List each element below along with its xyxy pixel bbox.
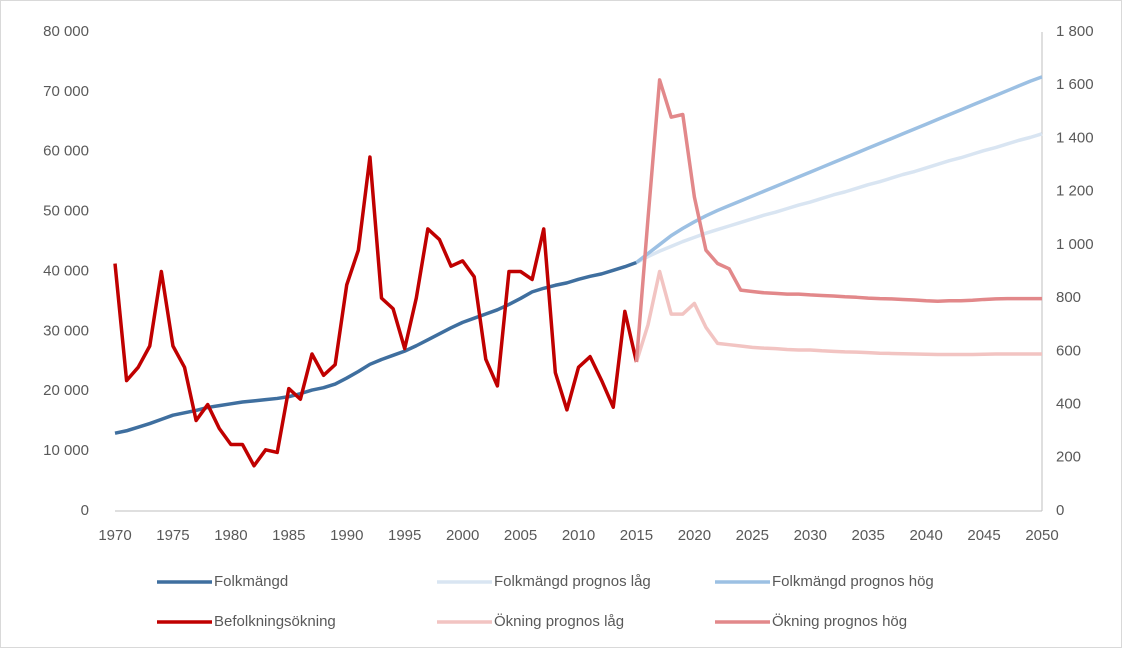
y-tick-label: 10 000 — [43, 442, 89, 459]
x-tick-label: 1975 — [156, 527, 189, 544]
y-tick-label: 30 000 — [43, 322, 89, 339]
x-tick-label: 2035 — [852, 527, 885, 544]
y-tick-label: 40 000 — [43, 262, 89, 279]
x-tick-label: 2000 — [446, 527, 479, 544]
x-tick-label: 1990 — [330, 527, 363, 544]
x-tick-label: 1985 — [272, 527, 305, 544]
legend-label: Befolkningsökning — [214, 613, 336, 630]
x-tick-label: 2010 — [562, 527, 595, 544]
y2-tick-label: 1 000 — [1056, 236, 1094, 253]
legend-label: Folkmängd prognos hög — [772, 573, 934, 590]
y2-tick-label: 0 — [1056, 502, 1064, 519]
series-line — [113, 155, 639, 468]
x-tick-label: 1980 — [214, 527, 247, 544]
x-tick-label: 1995 — [388, 527, 421, 544]
x-tick-label: 2050 — [1025, 527, 1058, 544]
y2-tick-label: 800 — [1056, 289, 1081, 306]
legend-label: Folkmängd — [214, 573, 288, 590]
x-tick-label: 2005 — [504, 527, 537, 544]
y2-tick-label: 1 200 — [1056, 183, 1094, 200]
series-line — [634, 269, 1042, 363]
legend-label: Ökning prognos låg — [494, 612, 624, 630]
y2-tick-label: 1 400 — [1056, 129, 1094, 146]
x-tick-label: 2015 — [620, 527, 653, 544]
x-tick-label: 2045 — [967, 527, 1000, 544]
x-tick-label: 2040 — [909, 527, 942, 544]
y2-tick-label: 1 600 — [1056, 76, 1094, 93]
series-line — [634, 78, 1042, 363]
x-tick-label: 2025 — [736, 527, 769, 544]
y-tick-label: 20 000 — [43, 382, 89, 399]
series-line — [635, 75, 1043, 264]
y-tick-label: 50 000 — [43, 203, 89, 220]
y-tick-label: 60 000 — [43, 143, 89, 160]
y-tick-label: 0 — [81, 502, 89, 519]
y2-tick-label: 1 800 — [1056, 23, 1094, 40]
y2-tick-label: 200 — [1056, 449, 1081, 466]
y2-tick-label: 400 — [1056, 396, 1081, 413]
y2-tick-label: 600 — [1056, 342, 1081, 359]
legend-label: Ökning prognos hög — [772, 612, 907, 630]
legend-label: Folkmängd prognos låg — [494, 573, 651, 590]
series-line — [635, 132, 1043, 265]
x-tick-label: 1970 — [98, 527, 131, 544]
x-tick-label: 2030 — [794, 527, 827, 544]
y-tick-label: 70 000 — [43, 83, 89, 100]
y-tick-label: 80 000 — [43, 23, 89, 40]
x-tick-label: 2020 — [678, 527, 711, 544]
